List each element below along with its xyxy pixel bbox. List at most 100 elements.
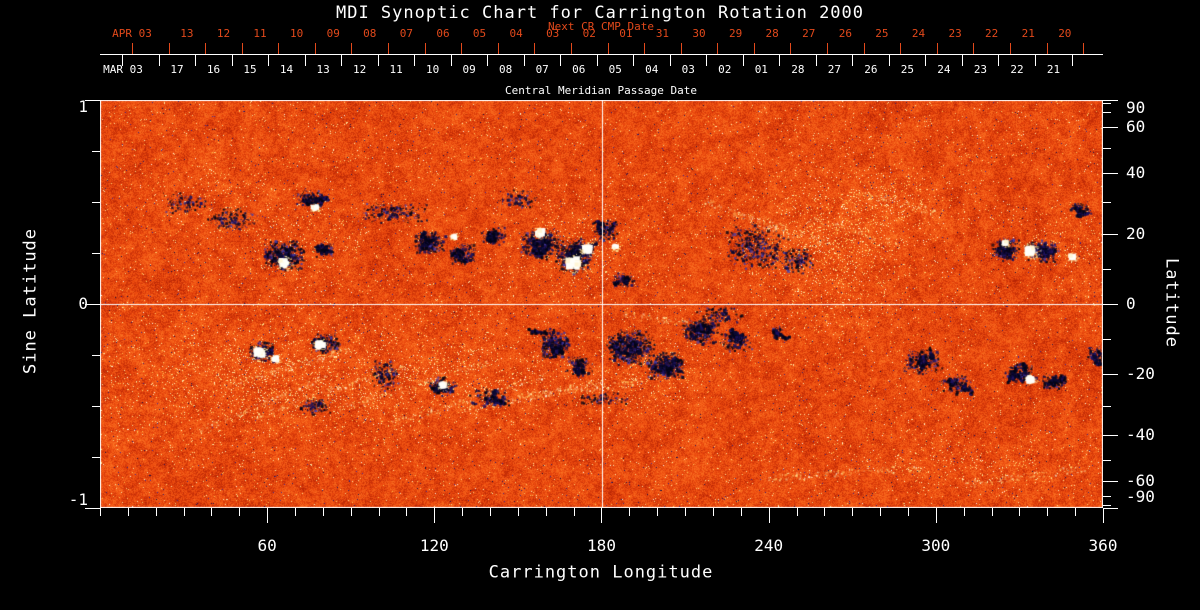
sine-latitude-tick-label: 0 (78, 294, 88, 313)
latitude-tick-label: 40 (1126, 162, 1146, 182)
latitude-tick-label: -20 (1126, 363, 1155, 383)
y-right-major-tick (1103, 172, 1118, 174)
y-right-major-tick (1103, 304, 1118, 305)
next-cr-date-tick (388, 43, 390, 54)
next-cr-date-label: 02 (582, 27, 596, 40)
cmp-date-label: 26 (864, 63, 878, 76)
x-tick-label: 360 (1088, 536, 1118, 555)
x-tick-label: 60 (257, 536, 277, 555)
x-tick (601, 508, 603, 523)
x-tick (378, 508, 380, 516)
x-tick (295, 508, 297, 516)
next-cr-date-label: 09 (326, 27, 340, 40)
x-tick (963, 508, 965, 516)
y-right-major-tick (1103, 100, 1118, 101)
cmp-date-label: 06 (572, 63, 586, 76)
cmp-date-label: 12 (352, 63, 367, 76)
cmp-date-tick (706, 55, 708, 66)
cmp-date-label: 08 (499, 63, 513, 76)
y-right-major-tick (1103, 480, 1118, 482)
x-tick (740, 508, 742, 516)
latitude-tick-label: -40 (1126, 425, 1155, 445)
next-cr-date-label: 22 (985, 27, 999, 40)
cmp-date-tick (815, 55, 817, 66)
cmp-date-tick (1035, 55, 1036, 66)
x-tick-label: 120 (419, 536, 449, 555)
y-right-tick (1103, 147, 1111, 149)
cmp-date-label: 04 (645, 63, 659, 76)
cmp-date-label: 28 (791, 63, 805, 76)
cmp-date-tick (998, 55, 1000, 66)
y-right-tick (1103, 495, 1111, 497)
x-tick (1102, 508, 1104, 523)
x-tick (211, 508, 213, 516)
x-tick (573, 508, 575, 516)
x-tick (1075, 508, 1077, 516)
y-right-tick (1103, 103, 1111, 105)
latitude-tick-label: 90 (1126, 98, 1146, 117)
y-right-axis-title: Latitude (1161, 258, 1182, 348)
next-cr-date-tick (753, 43, 755, 54)
cmp-date-label: 24 (937, 63, 951, 76)
next-cr-date-tick (607, 43, 609, 54)
x-tick (768, 508, 770, 523)
cmp-date-tick (596, 55, 598, 66)
x-tick (712, 508, 714, 516)
cmp-date-label: 05 (608, 63, 622, 76)
cmp-axis-caption: Central Meridian Passage Date (504, 84, 698, 97)
next-cr-date-label: 03 (546, 27, 560, 40)
next-cr-date-label: 04 (509, 27, 523, 40)
x-tick (517, 508, 519, 516)
y-right-major-tick (1103, 373, 1118, 375)
cmp-date-tick (523, 55, 525, 66)
next-cr-date-label: 08 (363, 27, 377, 40)
next-cr-date-label: 12 (216, 27, 231, 40)
next-cr-date-tick (644, 43, 646, 54)
y-right-major-tick (1103, 127, 1118, 129)
cmp-date-tick (341, 55, 343, 66)
cmp-date-tick (560, 55, 562, 66)
cmp-date-label: 11 (389, 63, 403, 76)
next-cr-date-label: 06 (436, 27, 450, 40)
next-cr-date-tick (351, 43, 353, 54)
cmp-date-label: 23 (973, 63, 988, 76)
next-cr-date-tick (570, 43, 572, 54)
y-right-tick (1103, 112, 1111, 114)
next-cr-date-label: 25 (875, 27, 889, 40)
cmp-date-tick (268, 55, 270, 66)
next-cr-date-tick (1046, 43, 1048, 54)
next-cr-date-tick (424, 43, 426, 54)
x-tick (852, 508, 854, 516)
y-right-major-tick (1103, 435, 1118, 437)
latitude-tick-label: 60 (1126, 117, 1146, 137)
cmp-date-tick (852, 55, 854, 66)
next-cr-date-label: 26 (838, 27, 852, 40)
x-tick (462, 508, 464, 516)
next-cr-date-tick (497, 43, 499, 54)
x-tick (434, 508, 436, 523)
y-right-tick (1103, 460, 1111, 462)
cmp-date-tick (195, 55, 197, 66)
cmp-date-tick (925, 55, 927, 66)
cmp-date-tick (377, 55, 379, 66)
latitude-tick-label: 0 (1126, 294, 1136, 313)
x-tick (1019, 508, 1021, 516)
next-cr-date-tick (936, 43, 938, 54)
cmp-date-label: 25 (900, 63, 915, 76)
next-cr-date-tick (314, 43, 316, 54)
latitude-tick-label: -60 (1126, 470, 1155, 490)
y-left-tick (92, 202, 100, 203)
x-tick (685, 508, 687, 516)
y-right-tick (1103, 504, 1111, 506)
cmp-date-label: 01 (754, 63, 768, 76)
y-left-tick (92, 457, 100, 458)
cmp-date-tick (122, 55, 123, 66)
cmp-date-label: 13 (316, 63, 330, 76)
next-cr-date-label: 20 (1058, 27, 1072, 40)
next-cr-date-tick (863, 43, 865, 54)
y-left-axis-title: Sine Latitude (20, 227, 41, 375)
date-axis-line (100, 54, 1103, 55)
cmp-date-label: 22 (1010, 63, 1024, 76)
cmp-date-label: 02 (718, 63, 732, 76)
next-cr-date-tick (790, 43, 792, 54)
